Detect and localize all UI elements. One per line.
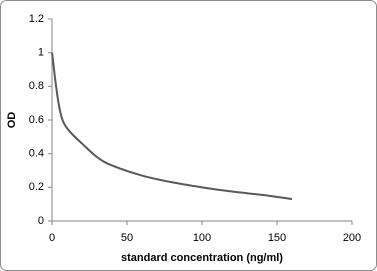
x-tick-label: 100 [193, 232, 211, 244]
x-axis-title: standard concentration (ng/ml) [121, 252, 283, 264]
y-tick-label: 0.8 [29, 80, 44, 92]
data-line [51, 52, 293, 201]
y-tick-label: 0.6 [29, 114, 44, 126]
y-tick-label: 0.4 [29, 148, 44, 160]
y-tick-label: 1.2 [29, 13, 44, 25]
x-tick-label: 200 [343, 232, 361, 244]
y-tick-label: 0 [38, 215, 44, 227]
x-tick-label: 50 [121, 232, 133, 244]
y-axis-title: OD [6, 112, 18, 129]
y-tick-label: 1 [38, 47, 44, 59]
x-tick-label: 0 [49, 232, 55, 244]
x-tick-label: 150 [268, 232, 286, 244]
y-tick-label: 0.2 [29, 181, 44, 193]
